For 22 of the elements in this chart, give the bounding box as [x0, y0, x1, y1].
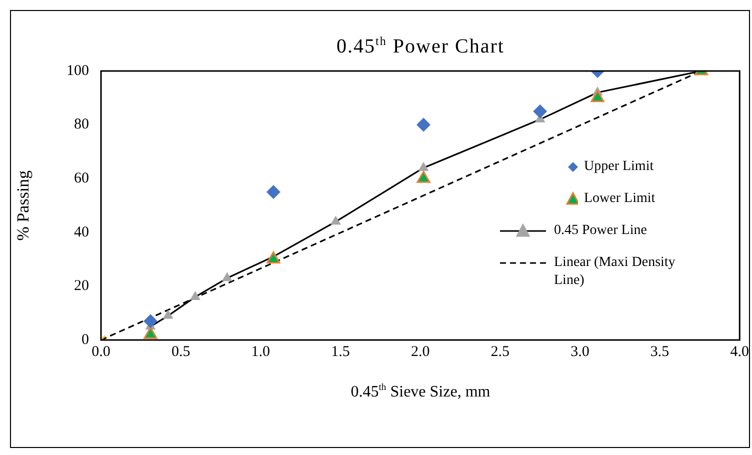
x-tick-label: 2.0	[410, 344, 430, 360]
x-tick-label: 0.0	[92, 344, 110, 360]
y-tick-label: 80	[74, 116, 89, 133]
legend-label: Lower Limit	[584, 190, 656, 208]
y-tick-label: 100	[66, 62, 89, 79]
y-tick-label: 60	[74, 170, 89, 187]
x-tick-label: 4.0	[730, 344, 749, 360]
y-axis-title: % Passing	[14, 170, 33, 241]
x-tick-label: 0.5	[171, 344, 190, 360]
y-tick-label: 20	[74, 278, 89, 294]
x-tick-label: 3.5	[650, 344, 670, 360]
x-axis-title: 0.45$^{th}$ Sieve Size, mm	[350, 382, 492, 402]
x-tick-label: 3.0	[570, 344, 590, 360]
legend-label: Linear (Maxi Density Line)	[554, 254, 676, 290]
x-tick-label: 2.5	[490, 344, 510, 360]
legend-label: Upper Limit	[584, 158, 655, 176]
legend-label: 0.45 Power Line	[554, 222, 648, 240]
y-tick-label: 0	[82, 332, 89, 348]
chart-title: 0.45$^{th}$ Power Chart	[336, 34, 506, 59]
x-tick-label: 1.0	[251, 344, 270, 360]
y-tick-label: 40	[74, 224, 89, 240]
x-tick-label: 1.5	[331, 344, 350, 360]
